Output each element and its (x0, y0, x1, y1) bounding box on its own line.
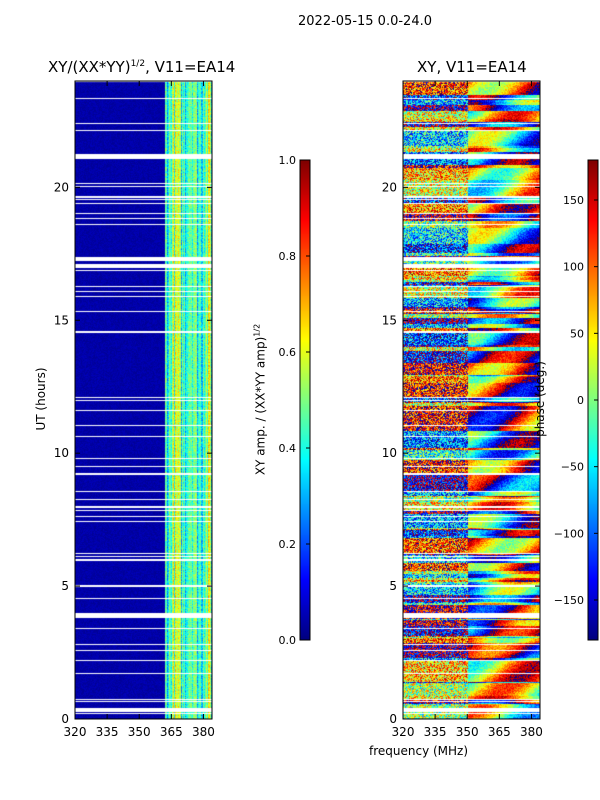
amp-cb-tick-label: 0.0 (279, 634, 297, 647)
left-plot-title: XY/(XX*YY)1/2, V11=EA14 (48, 58, 235, 76)
left-xtick-label: 335 (96, 725, 119, 739)
amp-cb-tick-label: 0.2 (279, 538, 297, 551)
left-frame (74, 80, 213, 720)
right-ytick-label: 20 (382, 180, 397, 194)
left-ytick-label: 15 (54, 313, 69, 327)
amplitude-colorbar-label: XY amp. / (XX*YY amp)1/2 (253, 305, 268, 495)
phase-cb-tick-label: 100 (563, 261, 584, 274)
amp-cb-tick-label: 0.4 (279, 442, 297, 455)
phase-cb-tick-label: −100 (554, 527, 584, 540)
x-axis-label: frequency (MHz) (369, 744, 469, 758)
amp-cb-frame (299, 159, 311, 641)
right-xtick-label: 380 (520, 725, 543, 739)
cb-label-main: XY amp. / (XX*YY amp) (253, 336, 268, 476)
right-xtick-label: 365 (488, 725, 511, 739)
right-ytick-label: 10 (382, 446, 397, 460)
right-xtick-label: 335 (424, 725, 447, 739)
phase-heatmap (403, 81, 540, 719)
phase-cb-tick-label: −50 (561, 461, 584, 474)
y-axis-label: UT (hours) (34, 367, 48, 431)
phase-colorbar (588, 160, 598, 640)
left-title-main: XY/(XX*YY) (48, 58, 131, 76)
amplitude-colorbar (300, 160, 310, 640)
phase-cb-tick-label: 50 (570, 327, 584, 340)
right-plot-title: XY, V11=EA14 (417, 58, 527, 76)
right-xtick-label: 350 (456, 725, 479, 739)
left-xtick-label: 365 (160, 725, 183, 739)
left-ytick-label: 10 (54, 446, 69, 460)
left-xtick-label: 320 (64, 725, 87, 739)
amp-cb-tick-label: 0.6 (279, 346, 297, 359)
left-xtick-label: 350 (128, 725, 151, 739)
right-ytick-label: 5 (389, 579, 397, 593)
right-ytick-label: 15 (382, 313, 397, 327)
left-title-tail: , V11=EA14 (145, 58, 236, 76)
phase-cb-tick-label: 0 (577, 394, 584, 407)
amp-cb-tick-label: 0.8 (279, 250, 297, 263)
left-ytick-label: 20 (54, 180, 69, 194)
left-ytick-label: 0 (61, 712, 69, 726)
right-xtick-label: 320 (392, 725, 415, 739)
phase-colorbar-label: phase (deg.) (533, 361, 547, 437)
phase-cb-tick-label: −150 (554, 594, 584, 607)
right-frame (402, 80, 541, 720)
left-xtick-label: 380 (192, 725, 215, 739)
left-ytick-label: 5 (61, 579, 69, 593)
cb-label-sup: 1/2 (252, 323, 262, 337)
amplitude-heatmap (75, 81, 212, 719)
amp-cb-tick-label: 1.0 (279, 154, 297, 167)
right-ytick-label: 0 (389, 712, 397, 726)
left-title-sup: 1/2 (130, 59, 146, 69)
figure-suptitle: 2022-05-15 0.0-24.0 (298, 14, 432, 29)
phase-cb-tick-label: 150 (563, 194, 584, 207)
